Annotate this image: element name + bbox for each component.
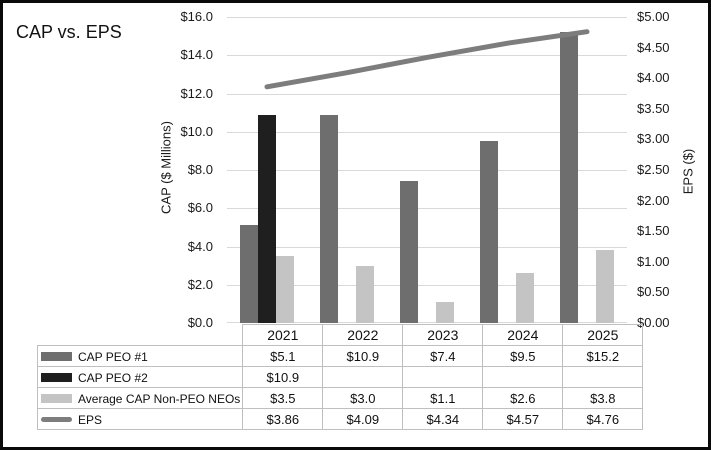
year-header-2023: 2023 — [402, 324, 484, 346]
value-cell-average-cap-non-peo-neos-2022: $3.0 — [322, 387, 404, 409]
bar-average-cap-non-peo-neos-2023 — [436, 302, 454, 323]
year-header-2024: 2024 — [482, 324, 564, 346]
legend-swatch-average-cap-non-peo-neos — [41, 393, 72, 403]
bar-average-cap-non-peo-neos-2021 — [276, 256, 294, 323]
value-cell-cap-peo-2-2025 — [562, 366, 644, 388]
legend-label-cell: Average CAP Non-PEO NEOs — [36, 387, 244, 409]
left-axis-tick: $10.0 — [180, 124, 213, 139]
gridline — [227, 132, 627, 133]
right-axis-tick: $0.00 — [637, 315, 670, 330]
bar-cap-peo-2-2021 — [258, 115, 276, 323]
value-cell-cap-peo-2-2022 — [322, 366, 404, 388]
value-cell-cap-peo-2-2024 — [482, 366, 564, 388]
right-axis-tick: $4.50 — [637, 40, 670, 55]
year-header-2022: 2022 — [322, 324, 404, 346]
table-corner-cell — [38, 325, 243, 346]
table-row-eps: EPS $3.86 $4.09 $4.34 $4.57 $4.76 — [36, 408, 644, 430]
bar-cap-peo-1-2021 — [240, 225, 258, 323]
chart-title: CAP vs. EPS — [16, 22, 122, 42]
left-axis-tick: $12.0 — [180, 86, 213, 101]
gridline — [227, 170, 627, 171]
value-cell-cap-peo-1-2023: $7.4 — [402, 345, 484, 367]
right-axis-tick: $3.50 — [637, 101, 670, 116]
value-cell-cap-peo-1-2022: $10.9 — [322, 345, 404, 367]
legend-label-cell: CAP PEO #2 — [36, 366, 244, 388]
left-axis-tick: $4.0 — [187, 239, 213, 254]
legend-swatch-eps — [41, 416, 72, 422]
legend-label-cell: EPS — [36, 408, 244, 430]
bar-average-cap-non-peo-neos-2022 — [356, 266, 374, 323]
gridline — [227, 17, 627, 18]
bar-cap-peo-1-2024 — [480, 141, 498, 323]
value-cell-average-cap-non-peo-neos-2023: $1.1 — [402, 387, 484, 409]
gridline — [227, 208, 627, 209]
series-name: CAP PEO #2 — [78, 370, 148, 385]
bar-cap-peo-1-2025 — [560, 32, 578, 323]
value-cell-eps-2022: $4.09 — [322, 408, 404, 430]
bar-average-cap-non-peo-neos-2024 — [516, 273, 534, 323]
gridline — [227, 247, 627, 248]
eps-line — [264, 29, 590, 90]
bar-cap-peo-1-2023 — [400, 181, 418, 323]
value-cell-cap-peo-2-2023 — [402, 366, 484, 388]
left-axis-tick: $6.0 — [187, 200, 213, 215]
left-axis-tick: $0.0 — [187, 315, 213, 330]
right-axis-tick: $1.50 — [637, 223, 670, 238]
value-cell-eps-2025: $4.76 — [562, 408, 644, 430]
right-axis-tick: $5.00 — [637, 9, 670, 24]
value-cell-cap-peo-1-2024: $9.5 — [482, 345, 564, 367]
value-cell-average-cap-non-peo-neos-2024: $2.6 — [482, 387, 564, 409]
plot-area — [227, 17, 627, 323]
value-cell-average-cap-non-peo-neos-2025: $3.8 — [562, 387, 644, 409]
legend-swatch-cap-peo-2 — [41, 372, 72, 382]
value-cell-cap-peo-1-2021: $5.1 — [242, 345, 324, 367]
right-axis-tick: $2.00 — [637, 193, 670, 208]
right-axis-tick: $4.00 — [637, 70, 670, 85]
right-axis-tick: $0.50 — [637, 284, 670, 299]
series-name: Average CAP Non-PEO NEOs — [78, 391, 241, 406]
value-cell-eps-2021: $3.86 — [242, 408, 324, 430]
data-table: 2021 2022 2023 2024 2025 CAP PEO #1 $5.1 $10.9… — [36, 324, 644, 430]
left-axis-tick: $14.0 — [180, 47, 213, 62]
left-axis-tick: $2.0 — [187, 277, 213, 292]
year-header-2021: 2021 — [242, 324, 324, 346]
gridline — [227, 322, 627, 323]
value-cell-cap-peo-2-2021: $10.9 — [242, 366, 324, 388]
left-axis-tick: $16.0 — [180, 9, 213, 24]
table-row-cap-peo-2: CAP PEO #2 $10.9 — [36, 366, 644, 388]
right-axis-tick: $1.00 — [637, 254, 670, 269]
series-name: CAP PEO #1 — [78, 349, 148, 364]
eps-line-layer — [264, 29, 590, 90]
bar-average-cap-non-peo-neos-2025 — [596, 250, 614, 323]
table-row-cap-peo-1: CAP PEO #1 $5.1 $10.9 $7.4 $9.5 $15.2 — [36, 345, 644, 367]
legend-swatch-cap-peo-1 — [41, 351, 72, 361]
value-cell-eps-2023: $4.34 — [402, 408, 484, 430]
table-row-average-cap-non-peo-neos: Average CAP Non-PEO NEOs $3.5 $3.0 $1.1 $2.6… — [36, 387, 644, 409]
right-axis-tick: $2.50 — [637, 162, 670, 177]
gridline — [227, 94, 627, 95]
year-header-2025: 2025 — [562, 324, 644, 346]
value-cell-cap-peo-1-2025: $15.2 — [562, 345, 644, 367]
right-axis-tick: $3.00 — [637, 131, 670, 146]
bar-cap-peo-1-2022 — [320, 115, 338, 323]
value-cell-average-cap-non-peo-neos-2021: $3.5 — [242, 387, 324, 409]
legend-label-cell: CAP PEO #1 — [36, 345, 244, 367]
value-cell-eps-2024: $4.57 — [482, 408, 564, 430]
left-axis-tick: $8.0 — [187, 162, 213, 177]
series-name: EPS — [78, 412, 103, 427]
gridline — [227, 285, 627, 286]
